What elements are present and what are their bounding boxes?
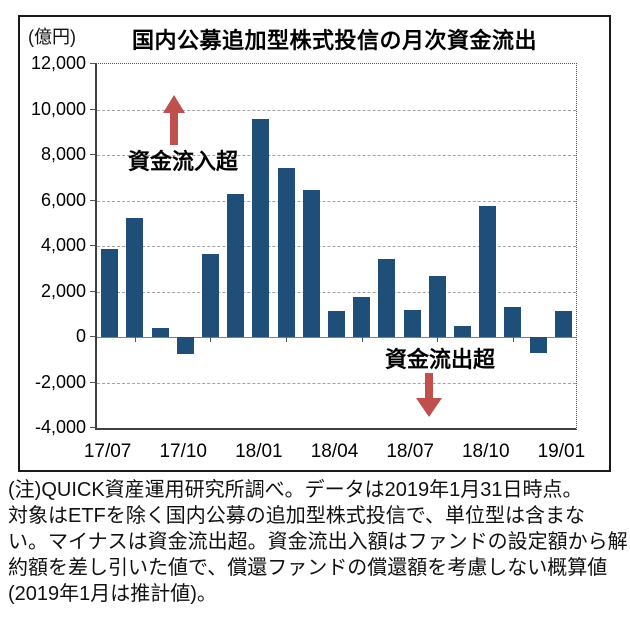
zero-axis-tick (437, 337, 439, 342)
x-tick-label: 18/07 (386, 441, 434, 462)
y-tick-label: 2,000 (40, 280, 86, 301)
zero-axis-tick (361, 337, 363, 342)
bar-17-11 (201, 253, 219, 337)
bar-18-12 (529, 337, 547, 353)
note-line: (2019年1月は推計値)。 (8, 583, 217, 605)
y-axis-tick (90, 108, 95, 110)
y-tick-label: 4,000 (40, 235, 86, 255)
gridline (97, 109, 576, 111)
bar-18-10 (479, 206, 497, 337)
zero-axis-tick (286, 337, 288, 342)
bar-18-07 (403, 309, 421, 337)
y-axis-tick (90, 336, 95, 337)
x-tick-label: 19/01 (537, 441, 586, 462)
bar-17-12 (227, 193, 245, 337)
zero-axis-tick (134, 337, 136, 342)
gridline (97, 382, 576, 384)
bar-17-10 (176, 337, 194, 355)
bar-18-11 (504, 307, 522, 337)
y-tick-label: 10,000 (30, 98, 86, 119)
inflow-arrow-icon (163, 95, 185, 145)
zero-line (97, 337, 576, 338)
y-axis-unit-label: (億円) (28, 27, 76, 47)
plot-area (95, 63, 577, 430)
bar-18-03 (302, 190, 320, 337)
x-tick-label: 18/01 (235, 441, 283, 462)
note-line: (注)QUICK資産運用研究所調べ。データは2019年1月31日時点。 (8, 479, 583, 501)
y-tick-label: 0 (75, 326, 86, 346)
gridline (97, 155, 576, 156)
bar-18-09 (454, 325, 472, 337)
y-tick-label: 8,000 (40, 144, 86, 164)
gridline (97, 200, 576, 202)
note-line: 対象はETFを除く国内公募の追加型株式投信で、単位型は含まな (8, 505, 585, 527)
x-tick-label: 18/10 (461, 441, 510, 462)
chart-title: 国内公募追加型株式投信の月次資金流出 (132, 28, 538, 53)
source-note: (注)QUICK資産運用研究所調べ。データは2019年1月31日時点。 対象はE… (8, 477, 628, 607)
gridline (97, 246, 576, 247)
bar-18-06 (378, 258, 396, 337)
zero-axis-tick (210, 337, 212, 342)
outflow-arrow-icon (416, 373, 442, 417)
y-axis-tick (90, 245, 95, 246)
bar-17-08 (126, 217, 144, 337)
chart-panel: (億円) 国内公募追加型株式投信の月次資金流出 資金流入超 資金流出超 12,0… (18, 15, 611, 472)
bar-18-01 (252, 118, 270, 337)
bar-17-07 (101, 249, 119, 337)
bar-18-02 (277, 167, 295, 337)
inflow-annotation: 資金流入超 (128, 149, 239, 174)
y-axis-tick (90, 427, 95, 428)
y-tick-label: 12,000 (30, 53, 86, 73)
y-axis-tick (90, 63, 95, 64)
y-axis-tick (90, 199, 95, 201)
bar-17-09 (151, 327, 169, 337)
bar-18-05 (353, 297, 371, 337)
note-line: い。マイナスは資金流出超。資金流出入額はファンドの設定額から解 (8, 531, 628, 553)
bar-18-04 (328, 310, 345, 337)
outflow-annotation: 資金流出超 (385, 347, 496, 372)
y-tick-label: 6,000 (40, 189, 86, 210)
y-tick-label: -2,000 (34, 371, 86, 392)
x-tick-label: 17/10 (159, 441, 207, 462)
x-tick-label: 17/07 (83, 441, 132, 462)
y-tick-label: -4,000 (34, 417, 86, 437)
zero-axis-tick (512, 337, 514, 342)
gridline (97, 291, 576, 293)
y-axis-tick (90, 381, 95, 383)
y-axis-tick (90, 154, 95, 155)
note-line: 約額を差し引いた値で、償還ファンドの償還額を考慮しない概算値 (8, 557, 608, 579)
bar-19-01 (554, 310, 572, 337)
y-axis-tick (90, 290, 95, 292)
bar-18-08 (428, 275, 446, 337)
x-tick-label: 18/04 (310, 441, 359, 462)
